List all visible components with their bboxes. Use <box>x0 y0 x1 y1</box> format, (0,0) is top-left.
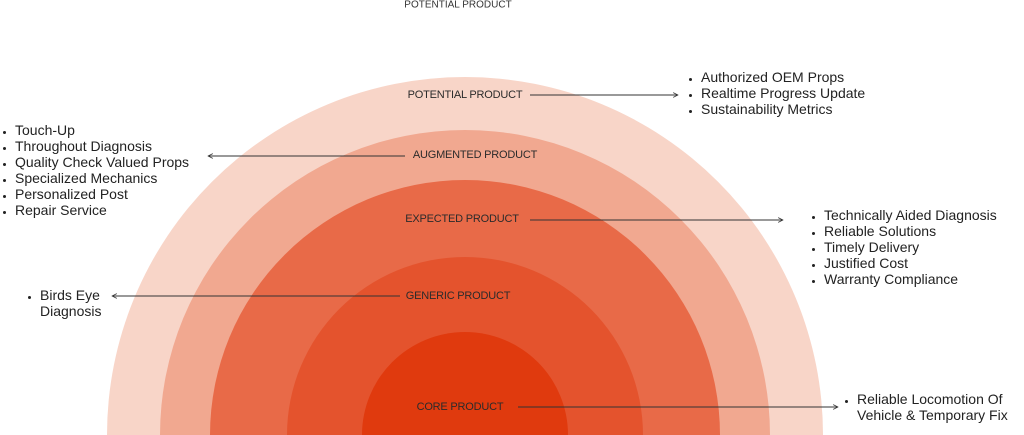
list-item: Justified Cost <box>824 255 997 271</box>
list-item: Sustainability Metrics <box>701 101 865 117</box>
item-list: Touch-UpThroughout DiagnosisQuality Chec… <box>3 122 189 218</box>
list-item: Touch-Up <box>15 122 189 138</box>
list-item: Specialized Mechanics <box>15 170 189 186</box>
layer-label: AUGMENTED PRODUCT <box>412 149 538 161</box>
layer-label: GENERIC PRODUCT <box>405 290 511 302</box>
list-item: Technically Aided Diagnosis <box>824 207 997 223</box>
layer-label: POTENTIAL PRODUCT <box>407 89 523 101</box>
item-list: Authorized OEM PropsRealtime Progress Up… <box>689 69 865 117</box>
layer-label: CORE PRODUCT <box>416 401 504 413</box>
layer-label: EXPECTED PRODUCT <box>405 213 519 225</box>
list-item: Throughout Diagnosis <box>15 138 189 154</box>
page-title: POTENTIAL PRODUCT <box>404 0 512 11</box>
list-item: Personalized Post <box>15 186 189 202</box>
item-list: Technically Aided DiagnosisReliable Solu… <box>812 207 997 287</box>
list-item: Reliable Locomotion Of Vehicle & Tempora… <box>857 391 1024 423</box>
list-item: Reliable Solutions <box>824 223 997 239</box>
list-item: Authorized OEM Props <box>701 69 865 85</box>
ring-core <box>362 332 568 435</box>
list-item: Timely Delivery <box>824 239 997 255</box>
list-item: Quality Check Valued Props <box>15 154 189 170</box>
item-list: Birds Eye Diagnosis <box>28 287 120 319</box>
list-item: Repair Service <box>15 202 189 218</box>
list-item: Realtime Progress Update <box>701 85 865 101</box>
list-item: Birds Eye Diagnosis <box>40 287 120 319</box>
item-list: Reliable Locomotion Of Vehicle & Tempora… <box>845 391 1024 423</box>
list-item: Warranty Compliance <box>824 271 997 287</box>
